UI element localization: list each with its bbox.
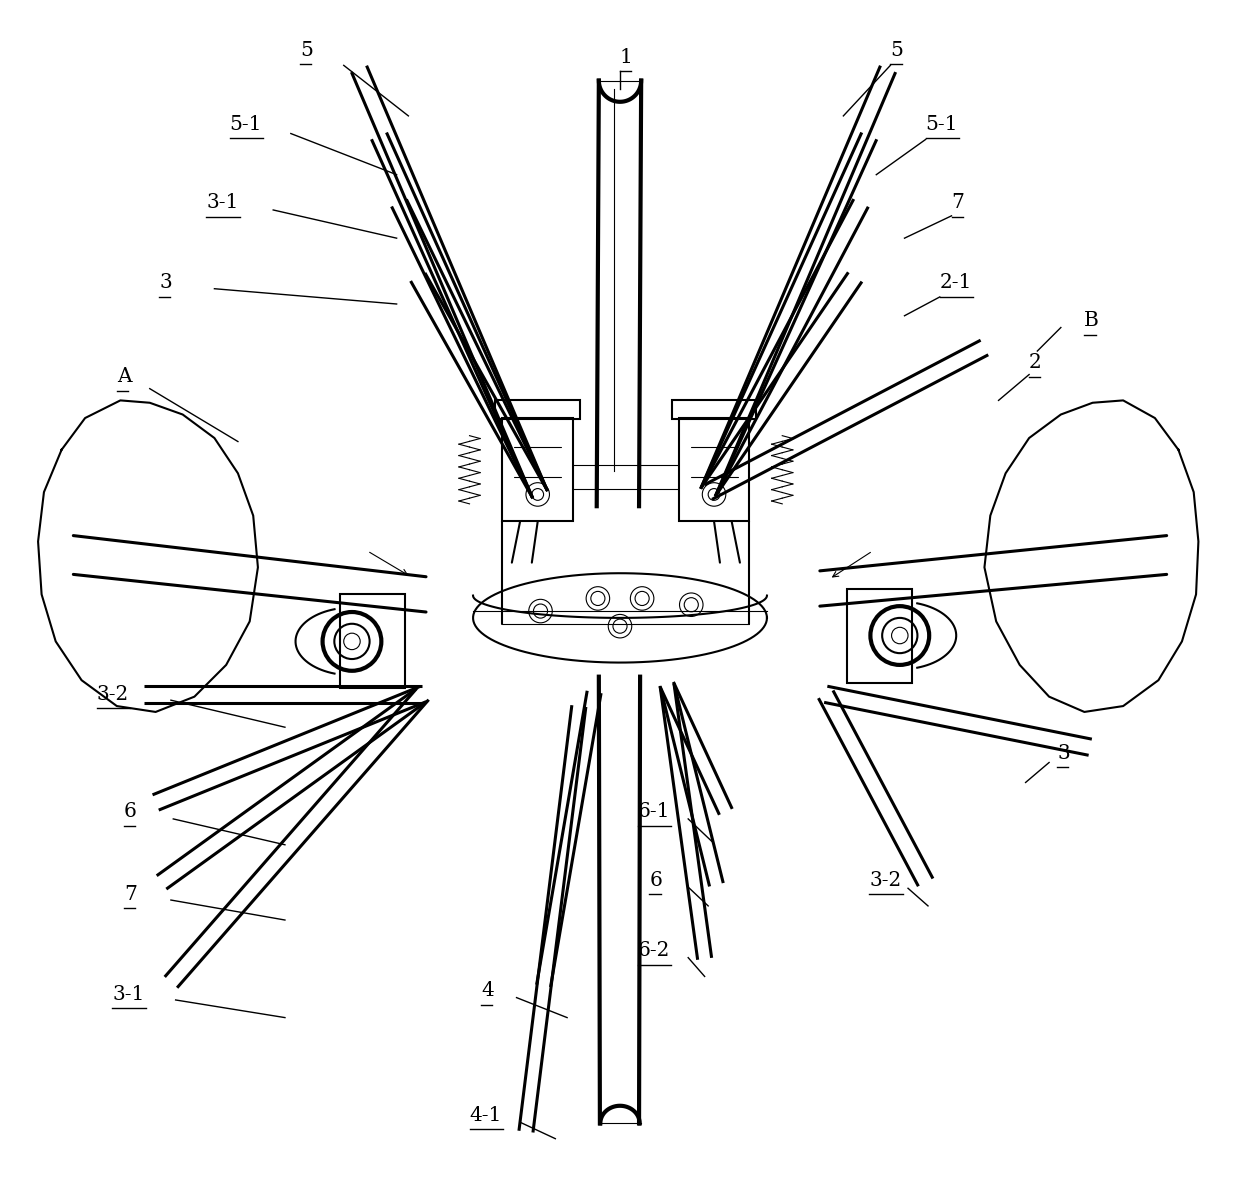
Text: 5: 5	[300, 40, 314, 60]
Text: 6-1: 6-1	[637, 803, 670, 822]
Text: 3-1: 3-1	[112, 985, 145, 1004]
Text: 3: 3	[159, 273, 172, 292]
Bar	[340, 594, 405, 689]
Text: 6-2: 6-2	[637, 942, 670, 960]
Text: 2: 2	[1029, 353, 1042, 372]
Text: 4: 4	[481, 982, 494, 1000]
Text: 3-2: 3-2	[97, 685, 129, 704]
Text: 3: 3	[1058, 744, 1070, 763]
Text: 3-2: 3-2	[869, 871, 901, 890]
Bar	[502, 418, 573, 521]
Text: 1: 1	[620, 47, 632, 67]
Bar	[678, 418, 749, 521]
Text: 4-1: 4-1	[470, 1105, 502, 1125]
Text: 6: 6	[650, 871, 662, 890]
Text: 5-1: 5-1	[925, 114, 959, 134]
Text: 2-1: 2-1	[940, 273, 972, 292]
Text: 7: 7	[951, 193, 965, 212]
Text: 6: 6	[124, 803, 136, 822]
Bar	[496, 400, 580, 419]
Bar	[847, 588, 911, 683]
Text: 3-1: 3-1	[206, 193, 238, 212]
Text: 5: 5	[890, 40, 903, 60]
Text: A: A	[117, 367, 131, 386]
Text: B: B	[1084, 311, 1099, 330]
Text: 7: 7	[124, 885, 136, 904]
Text: 5-1: 5-1	[229, 114, 262, 134]
Bar	[672, 400, 756, 419]
